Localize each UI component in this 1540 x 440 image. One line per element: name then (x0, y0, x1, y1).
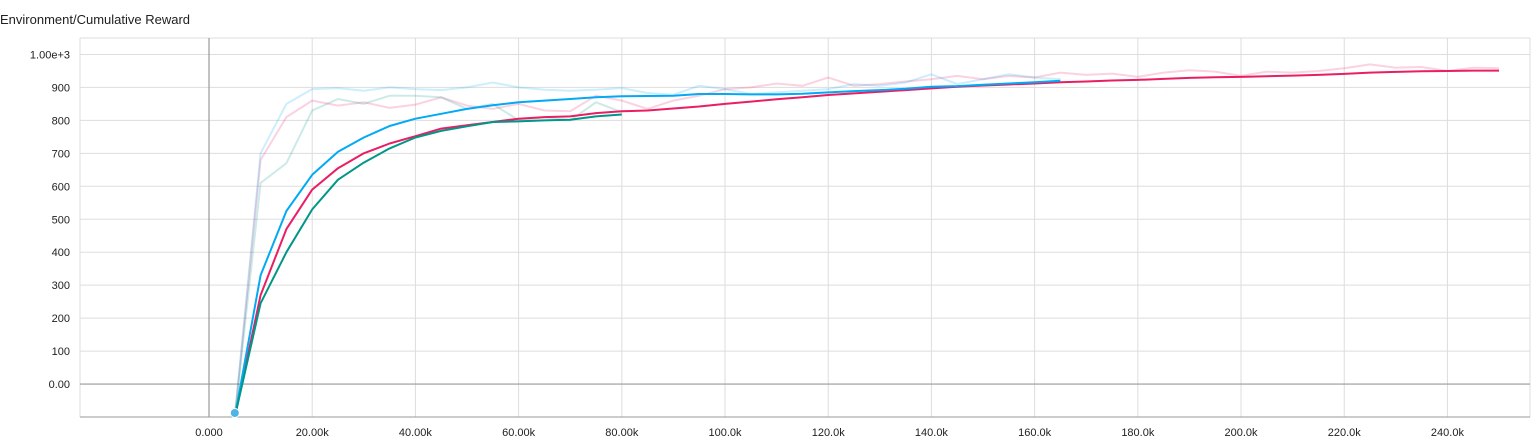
x-tick-label: 120.0k (812, 427, 846, 439)
y-tick-label: 400 (52, 247, 70, 259)
x-tick-label: 20.00k (296, 427, 330, 439)
y-tick-label: 1.00e+3 (30, 49, 70, 61)
y-tick-label: 800 (52, 115, 70, 127)
y-tick-label: 600 (52, 181, 70, 193)
grid-lines (79, 37, 1531, 417)
y-tick-label: 300 (52, 280, 70, 292)
y-tick-label: 700 (52, 148, 70, 160)
x-tick-label: 240.0k (1431, 427, 1465, 439)
x-tick-label: 220.0k (1328, 427, 1362, 439)
x-tick-label: 40.00k (399, 427, 433, 439)
x-tick-label: 180.0k (1121, 427, 1155, 439)
series-3-raw-line (233, 94, 623, 418)
chart-title: Environment/Cumulative Reward (0, 12, 191, 27)
hover-marker (229, 408, 240, 418)
y-tick-label: 500 (52, 214, 70, 226)
series-2-smoothed-line (233, 79, 1061, 418)
x-tick-label: 160.0k (1018, 427, 1052, 439)
x-tick-label: 0.000 (195, 427, 223, 439)
y-tick-labels: 0.00 100 200 300 400 500 600 700 800 900 1.00e+3 (30, 49, 70, 391)
series-3-smoothed-line (233, 113, 622, 418)
smoothed-series-lines (233, 69, 1499, 418)
x-tick-label: 80.00k (605, 427, 639, 439)
series-1-smoothed-line (233, 69, 1499, 418)
y-tick-label: 900 (52, 82, 70, 94)
x-tick-label: 100.0k (709, 427, 743, 439)
y-tick-label: 100 (52, 346, 70, 358)
markers (229, 408, 240, 418)
y-tick-label: 0.00 (49, 379, 70, 391)
x-tick-label: 200.0k (1225, 427, 1259, 439)
x-tick-labels: 0.000 20.00k 40.00k 60.00k 80.00k 100.0k 120.0… (195, 427, 1464, 439)
raw-series-lines (233, 63, 1500, 418)
x-tick-label: 60.00k (502, 427, 536, 439)
series-2-raw-line (233, 73, 1061, 418)
series-1-raw-line (233, 63, 1500, 418)
x-tick-label: 140.0k (915, 427, 949, 439)
y-tick-label: 200 (52, 313, 70, 325)
axes (80, 38, 1530, 418)
